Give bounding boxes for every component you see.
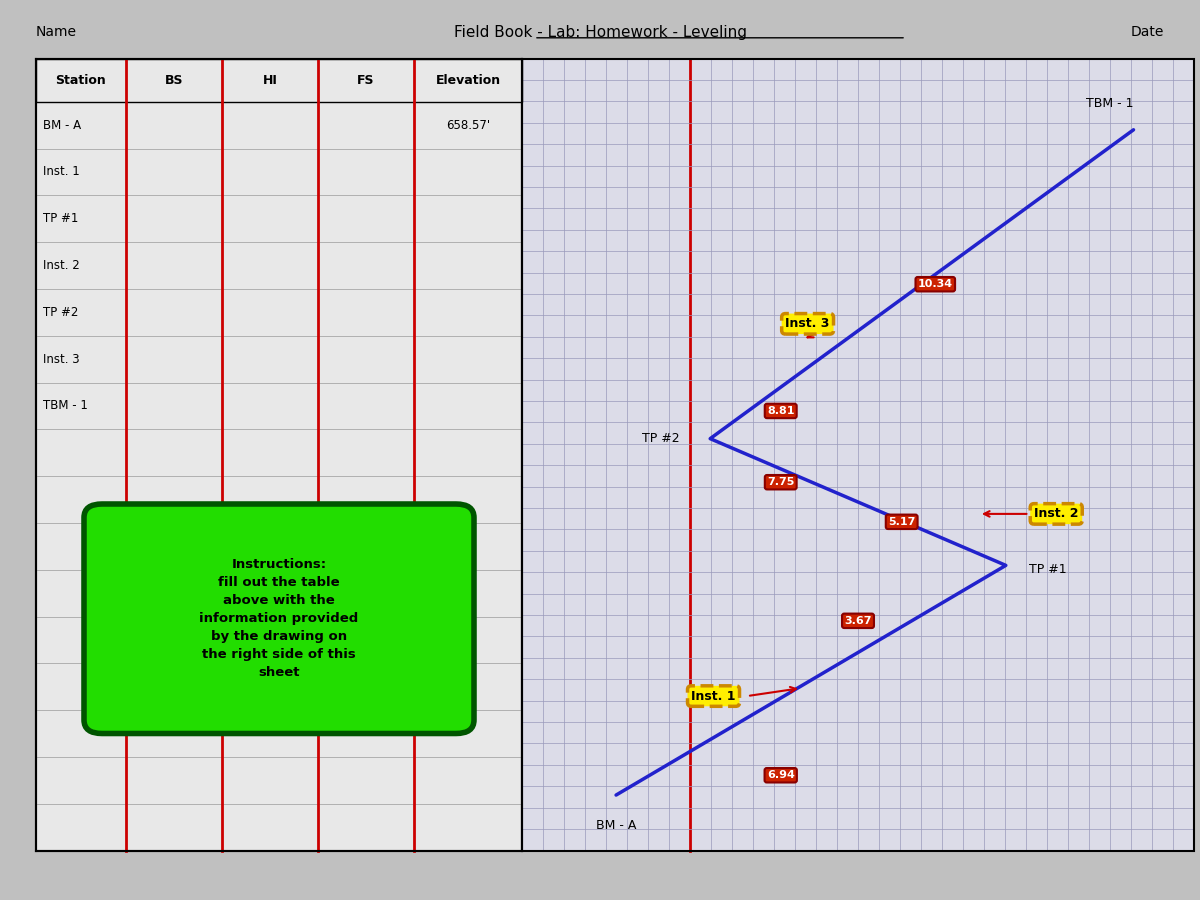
Text: Field Book - Lab: Homework - Leveling: Field Book - Lab: Homework - Leveling bbox=[454, 25, 746, 40]
Text: 3.67: 3.67 bbox=[845, 616, 871, 625]
Text: BM - A: BM - A bbox=[43, 119, 82, 131]
Bar bbox=[36, 58, 522, 102]
Text: 8.81: 8.81 bbox=[767, 406, 794, 416]
Text: Instructions:
fill out the table
above with the
information provided
by the draw: Instructions: fill out the table above w… bbox=[199, 558, 359, 680]
Bar bbox=[522, 58, 1194, 850]
Text: 7.75: 7.75 bbox=[767, 477, 794, 487]
Text: Date: Date bbox=[1130, 25, 1164, 40]
Bar bbox=[36, 58, 522, 850]
Text: TP #2: TP #2 bbox=[43, 306, 78, 319]
Text: BM - A: BM - A bbox=[596, 819, 636, 832]
Text: HI: HI bbox=[263, 74, 277, 86]
Text: TBM - 1: TBM - 1 bbox=[1086, 97, 1134, 110]
FancyBboxPatch shape bbox=[84, 504, 474, 734]
Bar bbox=[522, 58, 1194, 850]
Text: Inst. 1: Inst. 1 bbox=[691, 689, 736, 703]
Text: Inst. 3: Inst. 3 bbox=[786, 318, 829, 330]
Text: 10.34: 10.34 bbox=[918, 279, 953, 289]
Text: Elevation: Elevation bbox=[436, 74, 500, 86]
Text: Inst. 1: Inst. 1 bbox=[43, 166, 80, 178]
Text: Station: Station bbox=[55, 74, 107, 86]
Text: Inst. 2: Inst. 2 bbox=[43, 259, 80, 272]
Text: 6.94: 6.94 bbox=[767, 770, 794, 780]
Text: TBM - 1: TBM - 1 bbox=[43, 400, 88, 412]
Text: Name: Name bbox=[36, 25, 77, 40]
Text: 5.17: 5.17 bbox=[888, 517, 916, 526]
Text: Inst. 3: Inst. 3 bbox=[43, 353, 80, 365]
Text: TP #1: TP #1 bbox=[43, 212, 78, 225]
Text: TP #2: TP #2 bbox=[642, 432, 680, 446]
Text: TP #1: TP #1 bbox=[1030, 562, 1067, 576]
Text: FS: FS bbox=[358, 74, 374, 86]
Text: BS: BS bbox=[164, 74, 184, 86]
Text: Inst. 2: Inst. 2 bbox=[1034, 508, 1079, 520]
Text: 658.57': 658.57' bbox=[446, 119, 490, 131]
